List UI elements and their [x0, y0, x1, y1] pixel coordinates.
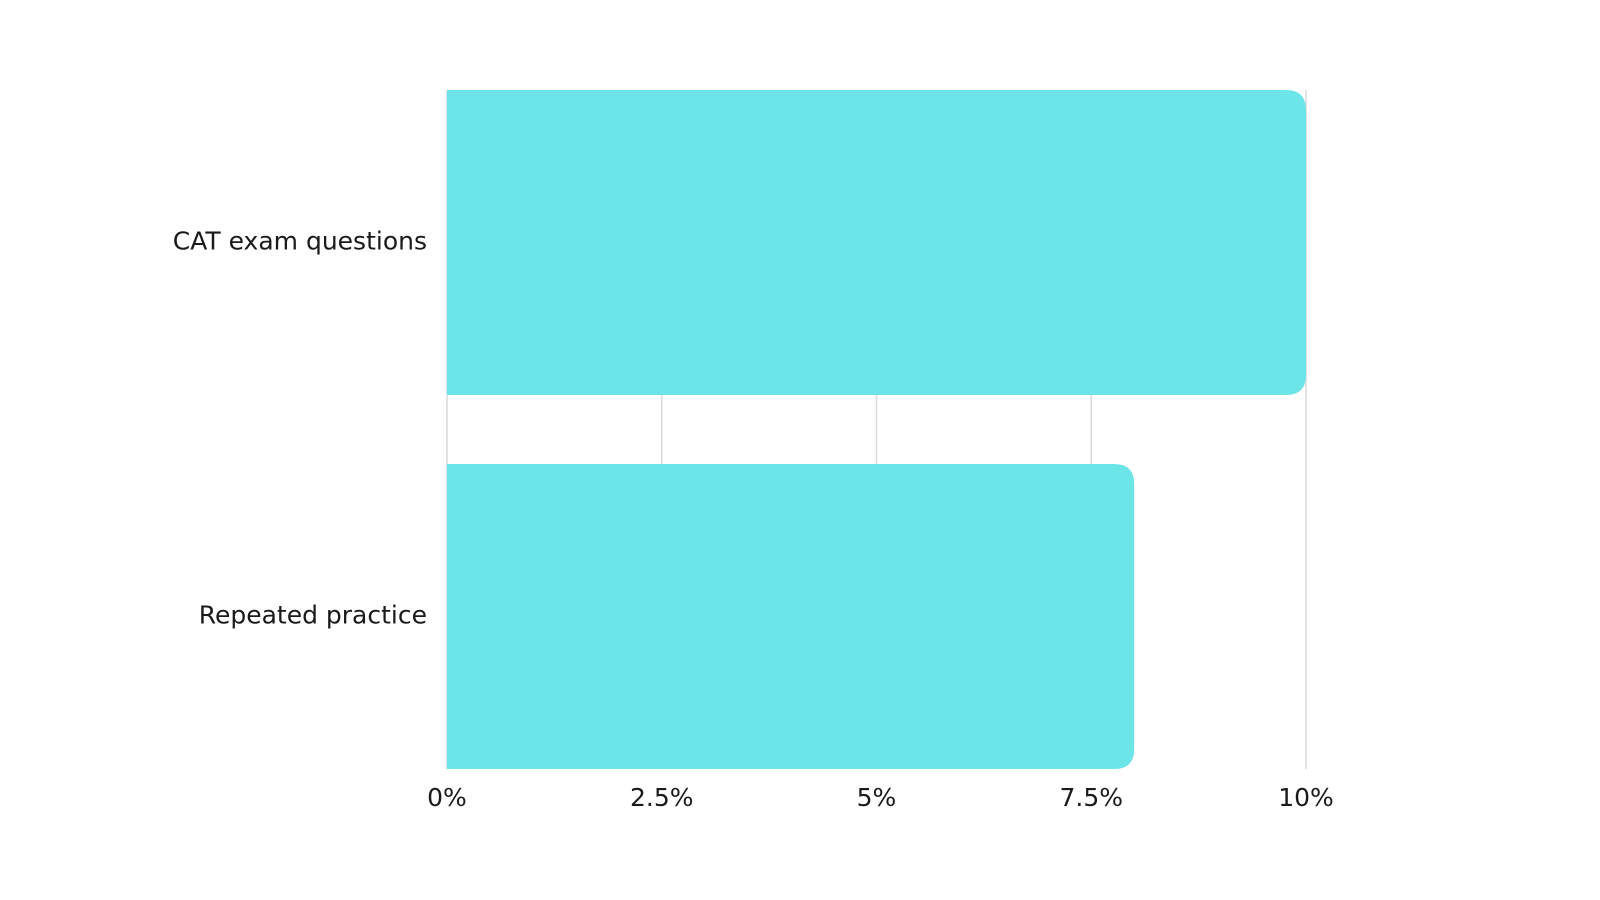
y-tick-label: CAT exam questions	[173, 227, 427, 256]
bar	[447, 464, 1135, 769]
x-tick-label: 10%	[1278, 783, 1334, 812]
y-tick-label: Repeated practice	[199, 601, 427, 630]
x-tick-label: 5%	[857, 783, 897, 812]
x-tick-label: 0%	[427, 783, 467, 812]
x-tick-label: 7.5%	[1059, 783, 1123, 812]
bar	[447, 90, 1306, 395]
x-tick-label: 2.5%	[630, 783, 694, 812]
